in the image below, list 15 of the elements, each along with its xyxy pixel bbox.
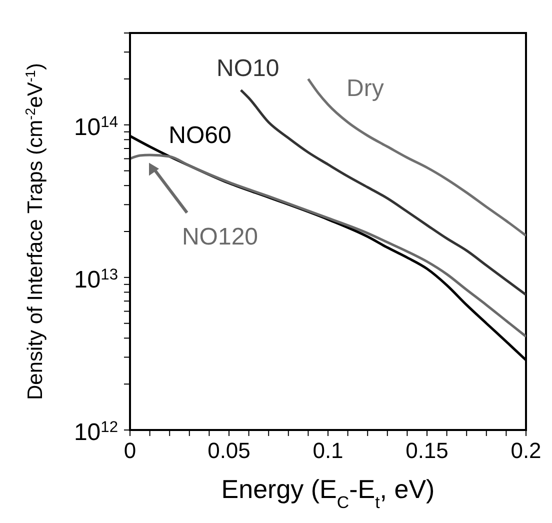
y-tick-label: 10$^{14}$ bbox=[74, 113, 118, 141]
line-series bbox=[130, 154, 526, 338]
series-label: NO60 bbox=[168, 122, 232, 150]
x-tick-label: 0.2 bbox=[510, 438, 542, 463]
series-label: NO10 bbox=[216, 55, 280, 82]
x-tick-label: 0.05 bbox=[208, 438, 250, 463]
x-tick-label: 0.15 bbox=[406, 438, 448, 463]
series-label: Dry bbox=[346, 74, 384, 102]
legend-label: NO120 bbox=[182, 224, 258, 251]
x-tick-label: 0 bbox=[124, 438, 136, 463]
line-series bbox=[306, 78, 526, 237]
y-tick-label: 10$^{12}$ bbox=[74, 418, 118, 446]
x-tick-label: 0.1 bbox=[312, 438, 344, 463]
y-tick-label: 10$^{13}$ bbox=[74, 266, 118, 294]
x-axis-title: Energy (E$_{C}$-E$_{t}$, eV) bbox=[221, 474, 435, 512]
